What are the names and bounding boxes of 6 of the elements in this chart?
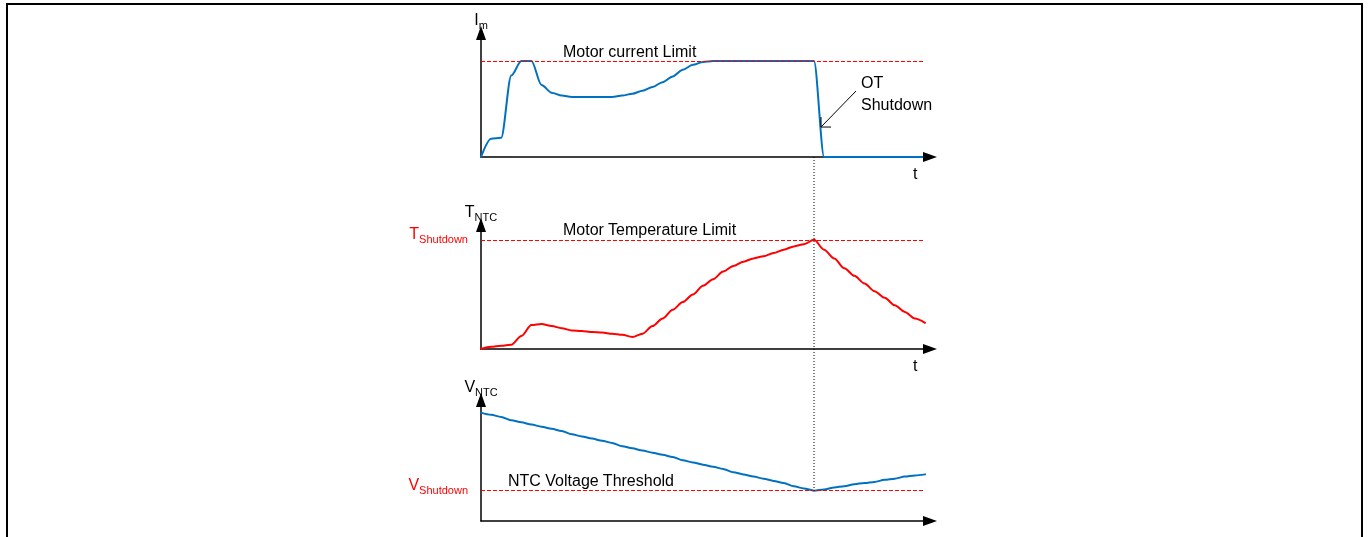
annotation: OT Shutdown — [861, 73, 933, 113]
ref-line-label: NTC Voltage Threshold — [508, 472, 675, 490]
x-axis-title: t — [913, 356, 918, 374]
x-axis-title: t — [913, 164, 918, 182]
ref-line-label: Motor Temperature Limit — [563, 221, 737, 239]
ref-line-label: Motor current Limit — [563, 42, 697, 60]
